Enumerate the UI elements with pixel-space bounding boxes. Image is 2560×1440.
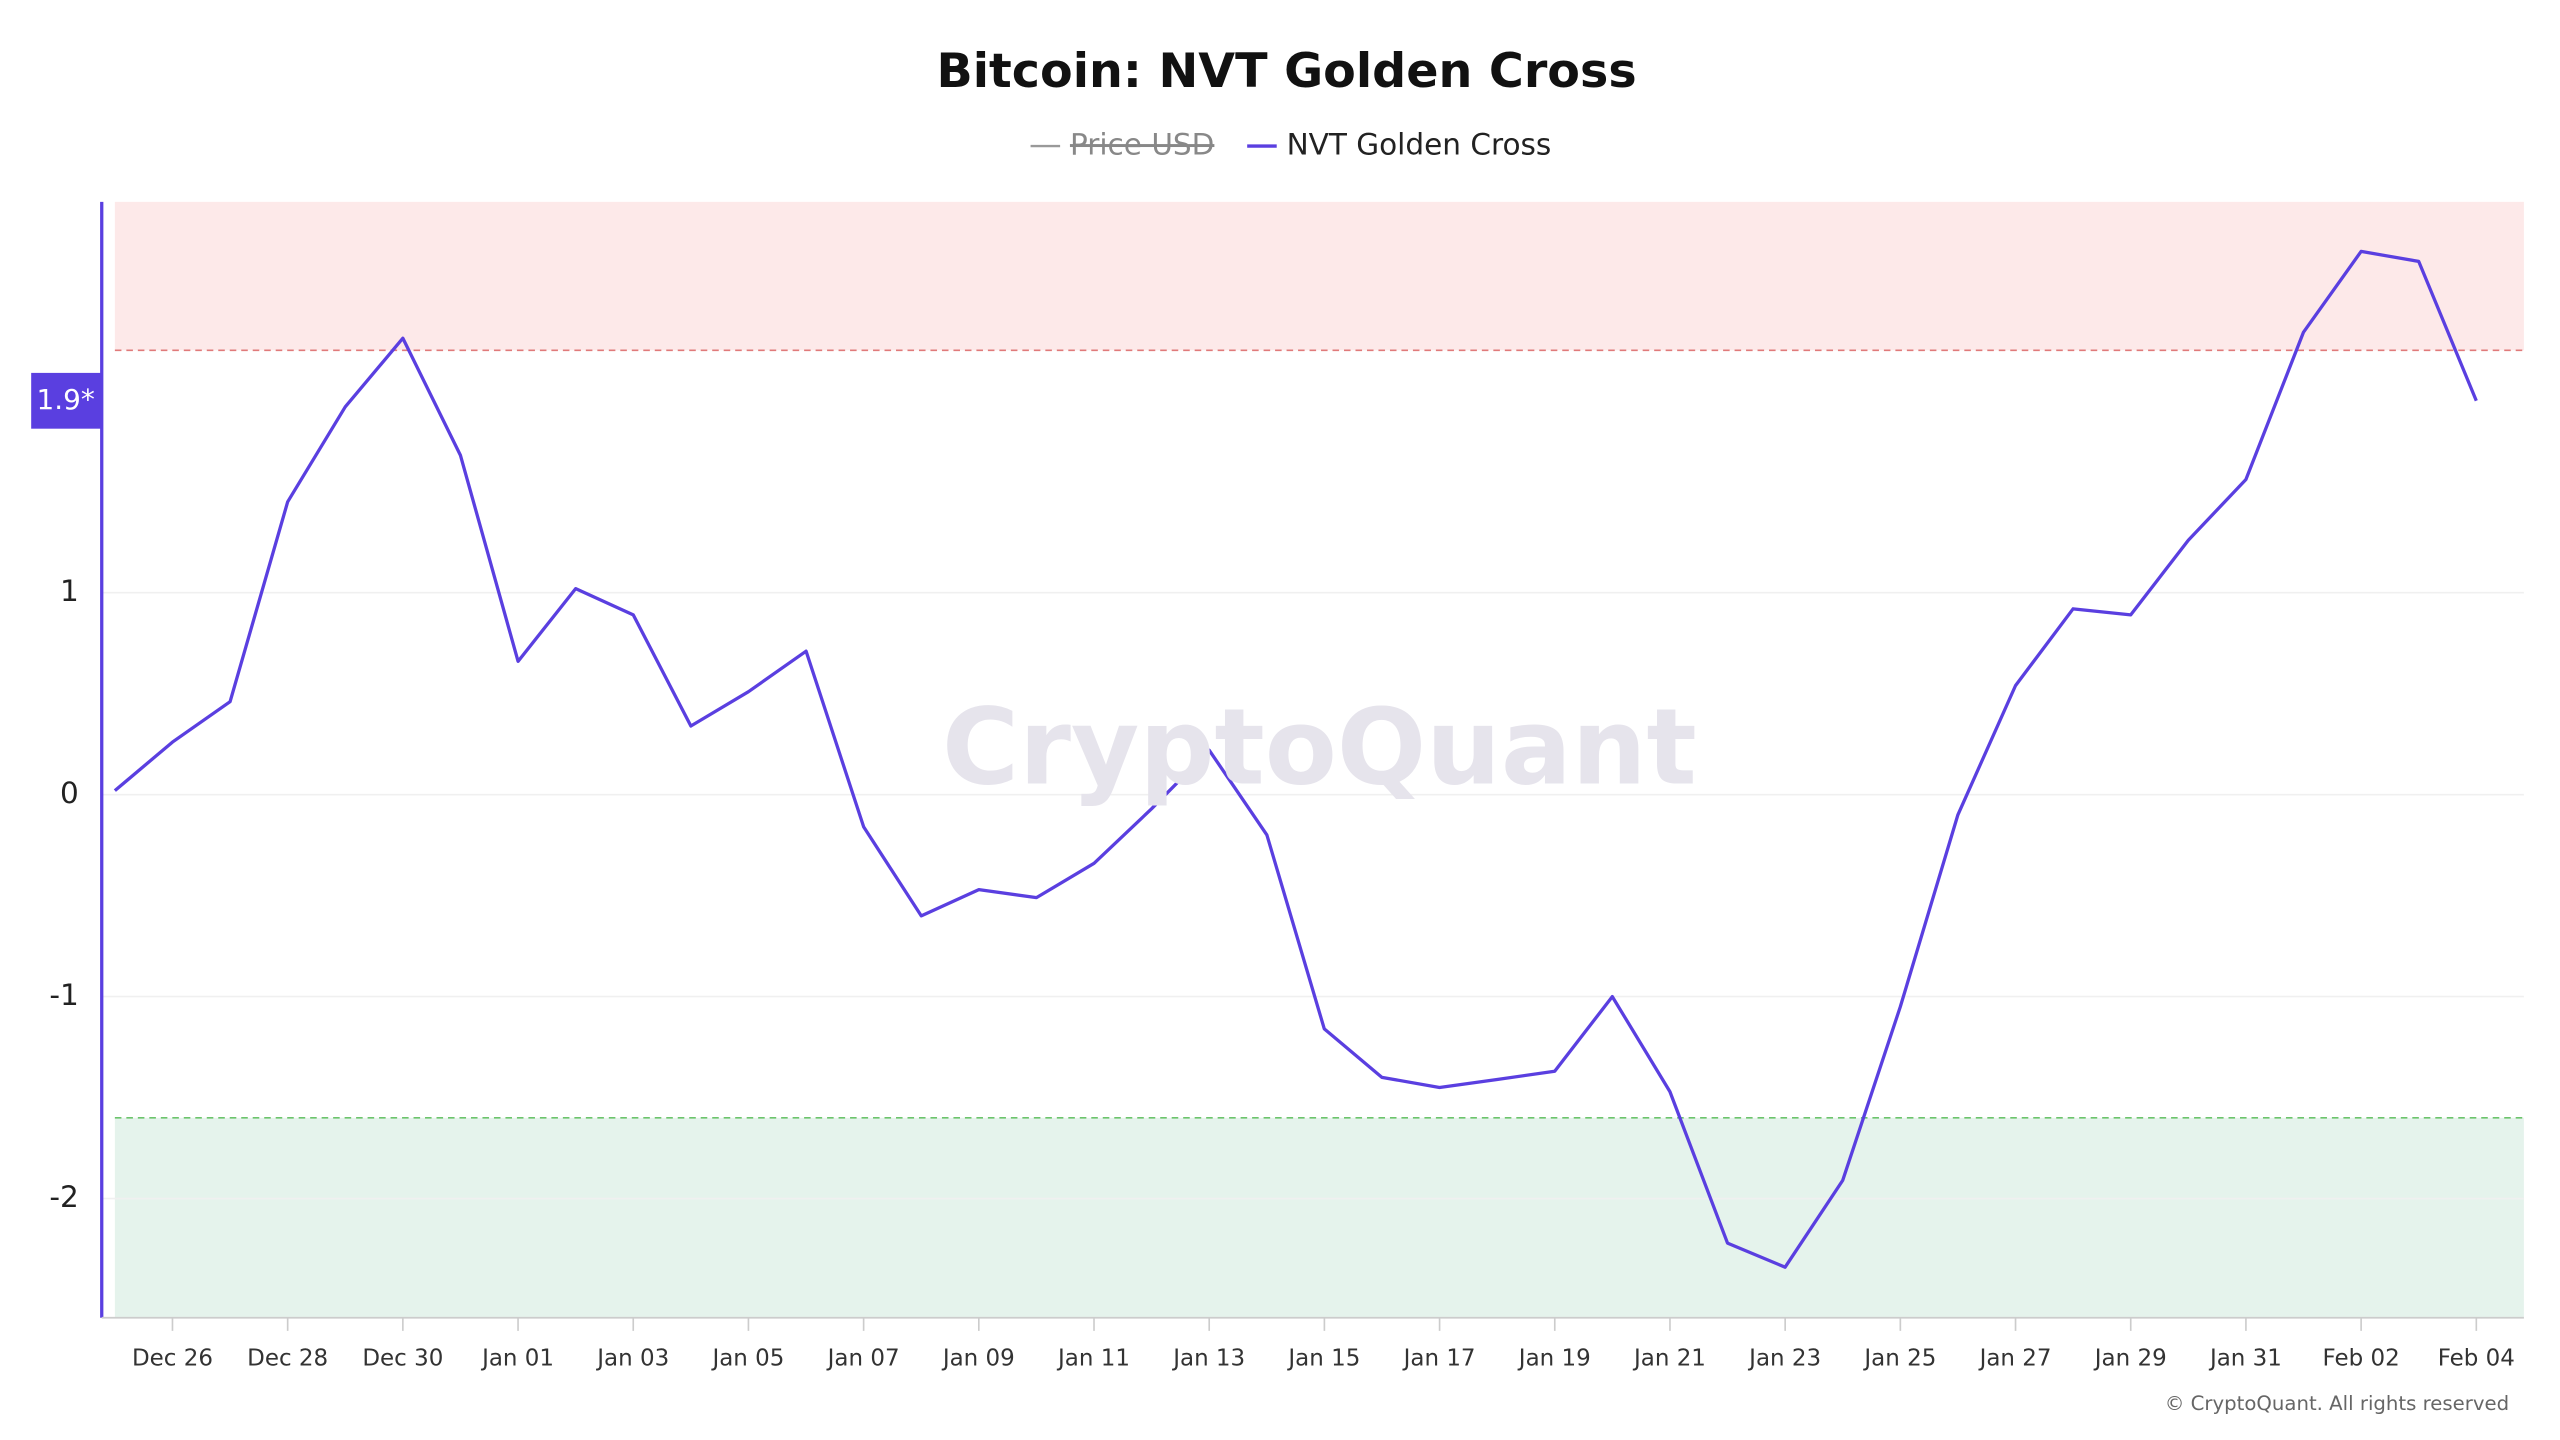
y-tick-label: -1: [49, 978, 78, 1012]
legend-label[interactable]: Price USD: [1070, 128, 1214, 162]
last-value-label: 1.9*: [37, 383, 95, 416]
x-tick-label: Jan 15: [1286, 1345, 1360, 1371]
x-tick-label: Jan 17: [1402, 1345, 1476, 1371]
x-tick-label: Jan 09: [941, 1345, 1015, 1371]
x-tick-label: Jan 05: [710, 1345, 784, 1371]
x-tick-label: Feb 04: [2438, 1345, 2515, 1371]
x-tick-label: Jan 11: [1056, 1345, 1130, 1371]
x-tick-label: Dec 28: [247, 1345, 328, 1371]
x-tick-label: Jan 29: [2093, 1345, 2167, 1371]
x-tick-label: Jan 23: [1747, 1345, 1821, 1371]
legend[interactable]: Price USD NVT Golden Cross: [1030, 128, 1552, 162]
footer: © CryptoQuant. All rights reserved: [2165, 1392, 2509, 1415]
x-tick-label: Feb 02: [2323, 1345, 2400, 1371]
x-tick-label: Jan 31: [2208, 1345, 2282, 1371]
x-tick-label: Jan 21: [1632, 1345, 1706, 1371]
overheated-zone: [114, 201, 2524, 351]
x-tick-label: Jan 19: [1517, 1345, 1591, 1371]
legend-label[interactable]: NVT Golden Cross: [1287, 128, 1552, 162]
x-tick-label: Jan 03: [595, 1345, 669, 1371]
last-value-box: [31, 372, 102, 429]
chart-title: Bitcoin: NVT Golden Cross: [936, 44, 1636, 99]
undervalued-zone: [114, 1117, 2524, 1318]
x-tick-label: Dec 30: [362, 1345, 443, 1371]
x-tick-label: Jan 27: [1978, 1345, 2052, 1371]
plot: -2 -1 0 1 Dec 26 Dec 28 Dec 30 Jan 01 Jan 03 Jan …: [31, 201, 2524, 1371]
x-tick-label: Jan 07: [826, 1345, 900, 1371]
line: [113, 249, 2478, 1269]
y-tick-label: 1: [60, 574, 79, 608]
watermark: CryptoQuant: [942, 687, 1697, 809]
x-tick-label: Jan 25: [1862, 1345, 1936, 1371]
y-tick-label: 0: [60, 776, 79, 810]
y-tick-label: -2: [49, 1180, 78, 1214]
x-tick-label: Jan 13: [1171, 1345, 1245, 1371]
x-tick-label: Dec 26: [132, 1345, 213, 1371]
x-tick-label: Jan 01: [480, 1345, 554, 1371]
